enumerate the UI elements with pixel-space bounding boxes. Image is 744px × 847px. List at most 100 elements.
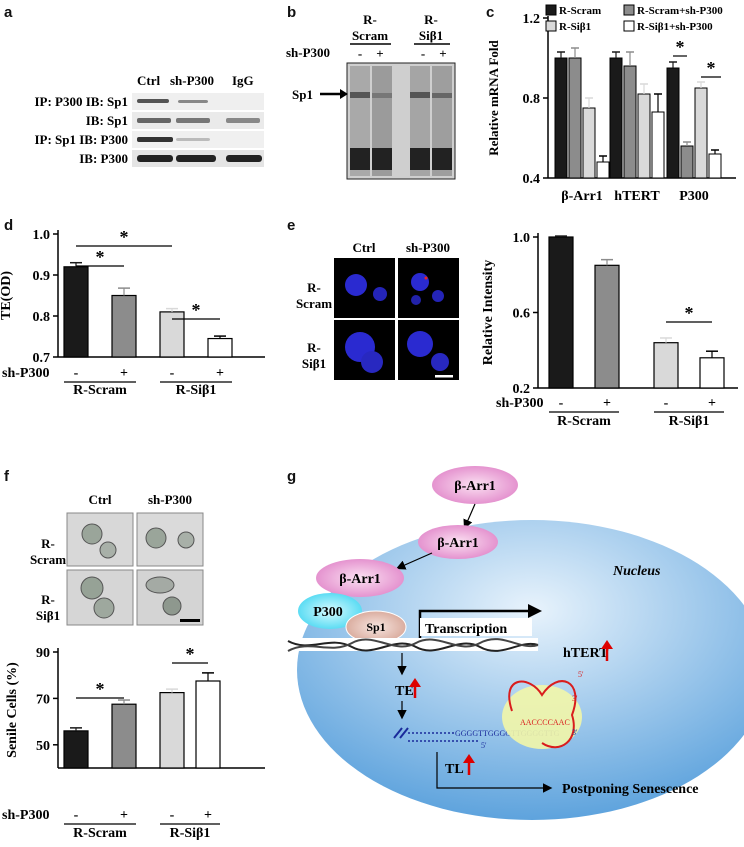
p300-label: P300: [313, 605, 343, 620]
f-row1-line1: R-: [41, 536, 55, 551]
panel-label-c: c: [486, 4, 495, 21]
bar-1-1: [623, 65, 637, 179]
legend-swatch-1: [623, 4, 635, 16]
legend-label-2: R-Siβ1: [559, 21, 591, 33]
e-image-1: [334, 258, 395, 318]
panel-label-d: d: [4, 217, 14, 234]
chart-f: 50 70 90 Senile Cells (%) sh-P300 - + - + R-Scram…: [2, 644, 265, 841]
e-row1-line2: Scram: [296, 296, 332, 311]
f-row1-line2: Scram: [30, 552, 66, 567]
e-row2-line1: R-: [307, 340, 321, 355]
blot-strip-2: [132, 112, 264, 129]
bar-4: [195, 680, 221, 769]
row-label-4: IB: P300: [79, 151, 128, 166]
shp300-label: sh-P300: [286, 45, 330, 60]
sig-star-1: *: [685, 303, 694, 323]
bar-0-1: [568, 57, 582, 179]
row-label-3: IP: Sp1 IB: P300: [34, 132, 128, 147]
f-col-ctrl: Ctrl: [88, 492, 111, 507]
bar-1-0: [609, 57, 623, 179]
sig-star-3: *: [192, 300, 201, 320]
y-axis-title: Relative mRNA Fold: [486, 39, 501, 155]
sign-1: -: [358, 46, 362, 61]
f-image-4: [136, 569, 204, 626]
sign-4: +: [204, 808, 212, 823]
bar-2: [111, 294, 137, 358]
y-tick-label-0: 0.2: [513, 382, 531, 397]
panel-f-micrographs: Ctrl sh-P300 R- Scram R- Siβ1: [30, 492, 204, 626]
tl-label: TL: [445, 762, 464, 777]
arrow-barr1-in: [463, 503, 476, 530]
chart-d: 0.7 0.8 0.9 1.0 TE(OD) sh-P300 - + - + R-Scram R-Si…: [0, 227, 265, 398]
transcription-arrow: [418, 609, 528, 650]
bar-0-2: [582, 107, 596, 179]
blot-strip-1: [132, 93, 264, 110]
f-scale-bar: [180, 619, 200, 622]
sign-1: -: [74, 366, 79, 381]
panel-e-micrographs: Ctrl sh-P300 R- Scram R- Siβ1: [296, 240, 459, 380]
col-igg: IgG: [232, 73, 254, 88]
sign-2: +: [120, 366, 128, 381]
f-image-2: [136, 512, 204, 567]
legend-label-0: R-Scram: [559, 5, 601, 17]
bar-1: [548, 236, 574, 389]
e-col-ctrl: Ctrl: [352, 240, 375, 255]
group-label-2: R-Siβ1: [669, 414, 710, 429]
group-label-1: R-Scram: [557, 414, 611, 429]
panel-e-images: Ctrl sh-P300 R- Scram R- Siβ1: [280, 212, 476, 387]
blot-strip-4: [132, 150, 264, 167]
scale-bar: [435, 375, 453, 378]
x-tick-label-0: β-Arr1: [561, 189, 603, 204]
panel-label-g: g: [287, 468, 297, 485]
sign-2: +: [376, 46, 383, 61]
nucleus-shape: [297, 520, 744, 820]
panel-a-blots: Ctrl sh-P300 IgG IP: P300 IB: Sp1 IB: Sp…: [34, 73, 264, 167]
e-image-3: [334, 320, 395, 380]
bar-2: [111, 703, 137, 769]
panel-a: Ctrl sh-P300 IgG IP: P300 IB: Sp1 IB: Sp…: [0, 0, 280, 200]
htert-label: hTERT: [563, 646, 609, 661]
telomere-seq: GGGGTTGGGGTTGGGGTTG: [455, 729, 560, 738]
f-row2-line1: R-: [41, 592, 55, 607]
sign-1: -: [559, 396, 564, 411]
bar-1: [63, 266, 89, 358]
telomere-3prime: 3': [572, 728, 578, 737]
f-image-1: [66, 512, 134, 567]
f-row2-line2: Siβ1: [36, 608, 60, 623]
bar-2-2: [694, 87, 708, 179]
sp1-shape: Sp1: [345, 610, 407, 644]
legend-label-1: R-Scram+sh-P300: [637, 5, 723, 17]
group-rsib1-line1: R-: [424, 12, 438, 27]
row-label-2: IB: Sp1: [86, 113, 128, 128]
sig-star-2: *: [707, 58, 716, 78]
telomerase-complex: AACCCCAAC 3' 5' 3': [502, 670, 584, 749]
e-image-4: [398, 320, 459, 380]
sign-1: -: [74, 808, 79, 823]
sign-4: +: [708, 396, 716, 411]
y-axis-title: Relative Intensity: [481, 260, 496, 365]
legend-swatch-3: [623, 20, 635, 32]
y-tick-label-2: 1.0: [513, 231, 531, 246]
col-ctrl: Ctrl: [137, 73, 160, 88]
bar-0-3: [596, 161, 610, 179]
group-label-1: R-Scram: [73, 826, 127, 841]
postponing-label: Postponing Senescence: [562, 782, 699, 797]
telomere-5prime: 5': [481, 741, 487, 750]
nucleus-label: Nucleus: [612, 564, 661, 579]
y-tick-label-0: 50: [36, 739, 50, 754]
sp1-arrow-icon: [320, 89, 348, 99]
x-tick-label-2: P300: [679, 189, 709, 204]
sig-star-1: *: [96, 679, 105, 699]
barr1-mid: β-Arr1: [418, 525, 498, 559]
panel-label-e: e: [287, 217, 296, 234]
barr1-low-label: β-Arr1: [339, 572, 381, 587]
x-tick-label-1: hTERT: [614, 189, 660, 204]
dna-helix: [287, 638, 539, 652]
sign-4: +: [439, 46, 446, 61]
sign-2: +: [120, 808, 128, 823]
e-col-shp300: sh-P300: [406, 240, 450, 255]
legend-swatch-2: [545, 20, 557, 32]
chart-e: 0.2 0.6 1.0 Relative Intensity sh-P300 - + - + R-…: [481, 231, 738, 429]
transcription-label: Transcription: [425, 622, 507, 637]
y-tick-label-1: 0.6: [513, 307, 531, 322]
